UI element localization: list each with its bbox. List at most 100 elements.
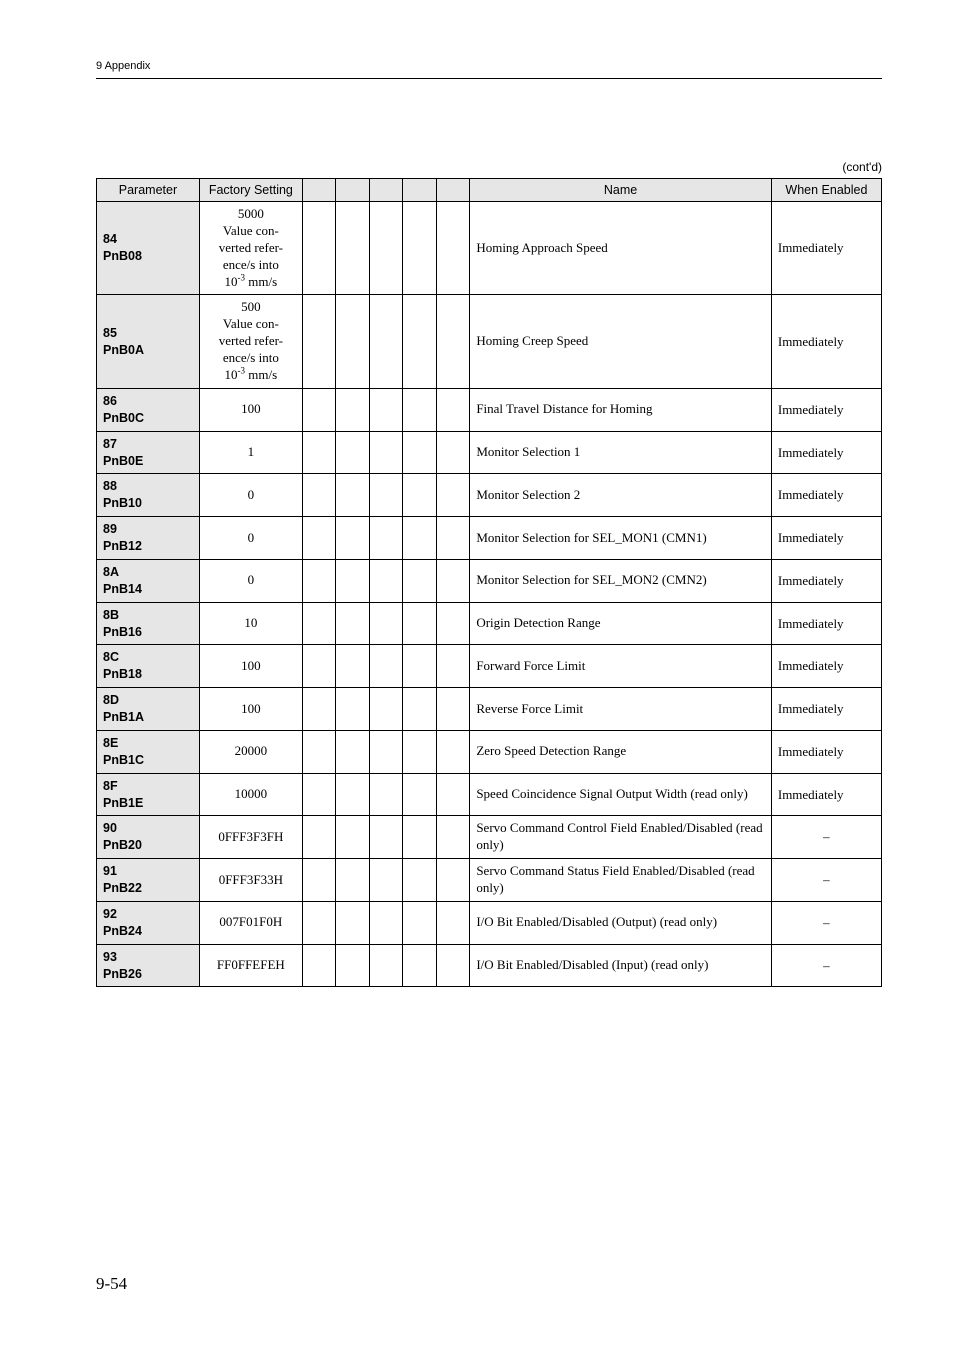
cell-blank xyxy=(369,688,403,731)
cell-name: Final Travel Distance for Homing xyxy=(470,388,772,431)
cell-blank xyxy=(302,816,336,859)
table-row: 84PnB085000Value con-verted refer-ence/s… xyxy=(97,202,882,295)
table-row: 8FPnB1E10000Speed Coincidence Signal Out… xyxy=(97,773,882,816)
cell-name: Origin Detection Range xyxy=(470,602,772,645)
table-header-row: Parameter Factory Setting Name When Enab… xyxy=(97,179,882,202)
th-blank xyxy=(369,179,403,202)
cell-blank xyxy=(403,688,437,731)
cell-blank xyxy=(369,202,403,295)
th-blank xyxy=(436,179,470,202)
cell-blank xyxy=(302,901,336,944)
table-row: 90PnB200FFF3F3FHServo Command Control Fi… xyxy=(97,816,882,859)
table-row: 89PnB120Monitor Selection for SEL_MON1 (… xyxy=(97,517,882,560)
cell-blank xyxy=(403,859,437,902)
cell-blank xyxy=(369,295,403,388)
parameter-table: Parameter Factory Setting Name When Enab… xyxy=(96,178,882,987)
cell-factory: 0 xyxy=(199,559,302,602)
cell-blank xyxy=(336,730,370,773)
cell-when: Immediately xyxy=(771,688,881,731)
cell-parameter: 90PnB20 xyxy=(97,816,200,859)
cell-blank xyxy=(336,773,370,816)
cell-when: Immediately xyxy=(771,517,881,560)
th-blank xyxy=(302,179,336,202)
cell-blank xyxy=(336,944,370,987)
table-row: 8DPnB1A100 Reverse Force LimitImmediately xyxy=(97,688,882,731)
cell-blank xyxy=(403,559,437,602)
table-row: 8BPnB1610Origin Detection RangeImmediate… xyxy=(97,602,882,645)
cell-when: Immediately xyxy=(771,730,881,773)
cell-when: – xyxy=(771,816,881,859)
cell-blank xyxy=(302,688,336,731)
cell-name: Homing Approach Speed xyxy=(470,202,772,295)
cell-blank xyxy=(336,474,370,517)
th-blank xyxy=(336,179,370,202)
cell-when: Immediately xyxy=(771,773,881,816)
cell-blank xyxy=(403,901,437,944)
cell-blank xyxy=(403,388,437,431)
cell-name: Reverse Force Limit xyxy=(470,688,772,731)
cell-blank xyxy=(302,517,336,560)
cell-parameter: 88PnB10 xyxy=(97,474,200,517)
page-number: 9-54 xyxy=(96,1274,127,1294)
cell-blank xyxy=(436,730,470,773)
cell-blank xyxy=(336,295,370,388)
th-parameter: Parameter xyxy=(97,179,200,202)
cell-blank xyxy=(336,559,370,602)
cell-name: I/O Bit Enabled/Disabled (Output) (read … xyxy=(470,901,772,944)
cell-blank xyxy=(436,602,470,645)
cell-factory: 500Value con-verted refer-ence/s into10-… xyxy=(199,295,302,388)
th-name: Name xyxy=(470,179,772,202)
header-section: 9 Appendix xyxy=(96,60,150,72)
cell-parameter: 86PnB0C xyxy=(97,388,200,431)
cell-when: Immediately xyxy=(771,388,881,431)
cell-parameter: 8APnB14 xyxy=(97,559,200,602)
cell-factory: 0 xyxy=(199,474,302,517)
cell-when: Immediately xyxy=(771,202,881,295)
cell-blank xyxy=(336,431,370,474)
cell-blank xyxy=(403,295,437,388)
table-row: 86PnB0C100 Final Travel Distance for Homi… xyxy=(97,388,882,431)
cell-factory: FF0FFEFEH xyxy=(199,944,302,987)
cell-blank xyxy=(403,474,437,517)
cell-factory: 5000Value con-verted refer-ence/s into10… xyxy=(199,202,302,295)
cell-blank xyxy=(369,901,403,944)
header-rule xyxy=(96,78,882,79)
cell-blank xyxy=(436,859,470,902)
cell-blank xyxy=(403,730,437,773)
th-blank xyxy=(403,179,437,202)
cell-parameter: 92PnB24 xyxy=(97,901,200,944)
cell-blank xyxy=(369,816,403,859)
cell-factory: 100 xyxy=(199,688,302,731)
cell-blank xyxy=(436,388,470,431)
cell-parameter: 84PnB08 xyxy=(97,202,200,295)
cell-blank xyxy=(436,944,470,987)
cell-factory: 100 xyxy=(199,388,302,431)
cell-name: Servo Command Status Field Enabled/Disab… xyxy=(470,859,772,902)
cell-factory: 10000 xyxy=(199,773,302,816)
cell-blank xyxy=(436,431,470,474)
cell-factory: 1 xyxy=(199,431,302,474)
cell-parameter: 91PnB22 xyxy=(97,859,200,902)
cell-name: Monitor Selection 2 xyxy=(470,474,772,517)
cell-blank xyxy=(302,602,336,645)
cell-blank xyxy=(436,474,470,517)
cell-name: Forward Force Limit xyxy=(470,645,772,688)
cell-blank xyxy=(369,730,403,773)
cell-blank xyxy=(336,645,370,688)
table-row: 92PnB24007F01F0H I/O Bit Enabled/Disabled… xyxy=(97,901,882,944)
cell-blank xyxy=(336,901,370,944)
cell-blank xyxy=(369,944,403,987)
cell-blank xyxy=(369,559,403,602)
th-when: When Enabled xyxy=(771,179,881,202)
cell-parameter: 87PnB0E xyxy=(97,431,200,474)
cell-parameter: 8CPnB18 xyxy=(97,645,200,688)
cell-blank xyxy=(436,688,470,731)
cell-factory: 0 xyxy=(199,517,302,560)
cell-when: Immediately xyxy=(771,431,881,474)
cell-parameter: 8DPnB1A xyxy=(97,688,200,731)
cell-blank xyxy=(336,202,370,295)
cell-parameter: 85PnB0A xyxy=(97,295,200,388)
cell-factory: 007F01F0H xyxy=(199,901,302,944)
cell-blank xyxy=(436,901,470,944)
cell-factory: 10 xyxy=(199,602,302,645)
